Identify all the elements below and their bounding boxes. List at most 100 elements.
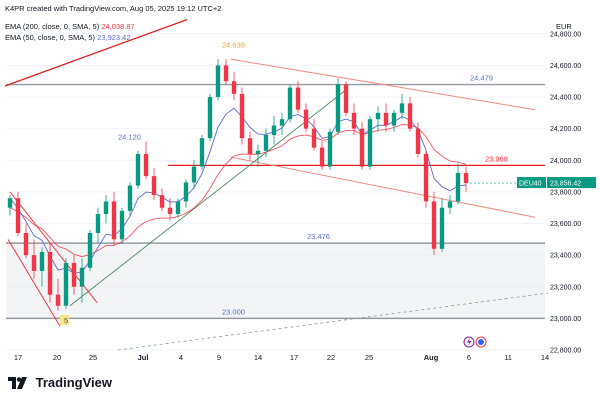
candle	[63, 258, 69, 309]
candle-body	[87, 233, 93, 268]
annotation-label: 23.968	[485, 154, 508, 163]
annotation-label: 23.476	[307, 232, 330, 241]
candle-body	[359, 128, 365, 167]
x-tick-label: 14	[541, 353, 549, 362]
candle	[167, 198, 173, 221]
x-axis[interactable]: 17 20 25 Jul 4 9 14 17 22 25 Aug 6 11 14	[14, 353, 549, 362]
x-tick-label: 25	[89, 353, 97, 362]
annotation-label: 24.479	[470, 74, 493, 83]
candle-body	[311, 128, 317, 148]
candle	[15, 191, 21, 237]
candle-body	[431, 201, 437, 249]
x-tick-label: 11	[504, 353, 512, 362]
x-tick-label: 17	[290, 353, 298, 362]
candle	[447, 195, 453, 215]
candle-body	[343, 84, 349, 113]
candle	[55, 278, 61, 311]
tradingview-brand: TradingView	[35, 375, 112, 391]
last-price-tag: DEU40 23,856.42	[470, 177, 596, 189]
candle-body	[303, 109, 309, 129]
candle	[391, 109, 397, 132]
candle-body	[407, 103, 413, 129]
candle-body	[23, 233, 29, 256]
candle	[183, 179, 189, 208]
candle-body	[7, 198, 13, 208]
candle	[95, 207, 101, 243]
candle	[247, 131, 253, 161]
candle	[423, 150, 429, 208]
ema200-label: EMA (200, close, 0, SMA, 5)	[5, 22, 100, 31]
candle	[79, 258, 85, 303]
y-tick-label: 23,800.00	[550, 189, 581, 196]
candle-body	[231, 81, 237, 94]
tradingview-logo[interactable]: TradingView	[8, 374, 112, 390]
candle-body	[191, 166, 197, 183]
y-tick-label: 23,400.00	[550, 253, 581, 260]
candle	[199, 134, 205, 170]
candle	[263, 128, 269, 158]
candle	[207, 93, 213, 142]
candle-body	[79, 267, 85, 287]
candle-body	[119, 210, 125, 240]
candle-body	[103, 201, 109, 215]
candle	[319, 141, 325, 170]
y-tick-label: 22,800.00	[550, 348, 581, 355]
candle-body	[271, 125, 277, 135]
candle-body	[255, 150, 261, 154]
candle	[215, 59, 221, 101]
candle-body	[439, 207, 445, 249]
y-tick-label: 23,600.00	[550, 221, 581, 228]
ema50-legend: EMA (50, close, 0, SMA, 5) 23,923.42	[5, 33, 131, 42]
candle-body	[279, 119, 285, 126]
annotation-label: 23.000	[222, 307, 245, 316]
down-line-2	[7, 239, 61, 327]
candle-body	[95, 214, 101, 234]
y-tick-label: 24,200.00	[550, 126, 581, 133]
candle-body	[207, 97, 213, 139]
candle-body	[463, 172, 469, 184]
candle-body	[63, 263, 69, 306]
candles	[7, 59, 469, 311]
lightning-glyph	[467, 338, 472, 346]
candle	[231, 71, 237, 101]
candle	[175, 198, 181, 218]
x-tick-label: 17	[14, 353, 22, 362]
horizontal-levels	[6, 83, 545, 320]
x-tick-label: 4	[179, 353, 183, 362]
candle	[135, 150, 141, 189]
candle	[335, 78, 341, 135]
annotation-label: 5	[64, 316, 68, 325]
candle	[279, 112, 285, 135]
annotation-label: 24.639	[222, 40, 245, 49]
candle	[455, 163, 461, 205]
annotation-marker-bg	[60, 315, 69, 325]
ema50-value: 23,923.42	[97, 33, 131, 42]
candle	[311, 119, 317, 151]
candle	[327, 128, 333, 170]
uptrend-line	[69, 90, 346, 307]
candle	[407, 97, 413, 132]
long-red-line	[4, 18, 188, 87]
candle	[39, 247, 45, 287]
chart-buttons[interactable]	[463, 336, 487, 348]
candle-body	[183, 182, 189, 202]
y-tick-label: 24,600.00	[550, 63, 581, 70]
symbol-tag: DEU40	[519, 181, 542, 188]
candle	[87, 229, 93, 271]
candle	[191, 160, 197, 189]
y-tick-label: 24,400.00	[550, 95, 581, 102]
candle-body	[415, 128, 421, 154]
last-price-bg	[547, 177, 596, 189]
candle-body	[263, 134, 269, 151]
candle	[463, 166, 469, 192]
candle	[119, 207, 125, 245]
candle-body	[455, 172, 461, 202]
candle	[287, 84, 293, 123]
candle-body	[151, 176, 157, 196]
candle-body	[127, 185, 133, 211]
ema50-line	[9, 107, 467, 274]
candle-body	[175, 201, 181, 215]
candle	[255, 144, 261, 167]
